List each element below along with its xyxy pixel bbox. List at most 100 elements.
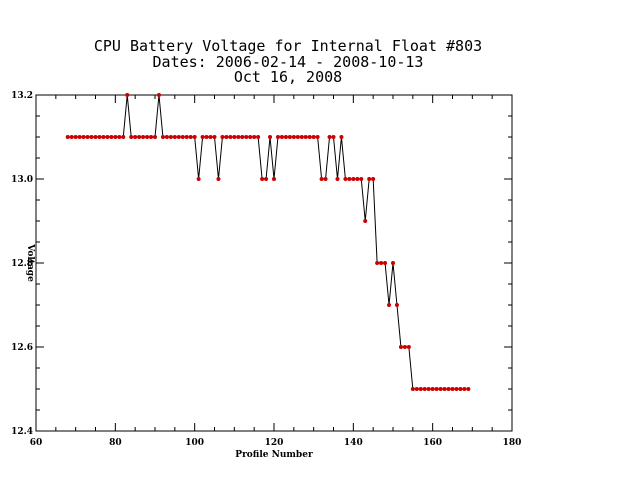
data-point: [323, 177, 328, 181]
data-point: [101, 135, 106, 139]
data-point: [180, 135, 185, 139]
data-point: [89, 135, 94, 139]
data-point: [383, 261, 388, 265]
data-point: [73, 135, 78, 139]
data-point: [422, 387, 427, 391]
data-point: [315, 135, 320, 139]
data-point: [367, 177, 372, 181]
data-point: [236, 135, 241, 139]
data-point: [343, 177, 348, 181]
data-point: [462, 387, 467, 391]
data-point: [327, 135, 332, 139]
data-point: [303, 135, 308, 139]
data-point: [97, 135, 102, 139]
x-axis-tick-labels: 60 80 100 120 140 160 180: [30, 438, 522, 448]
data-point: [113, 135, 118, 139]
data-point: [375, 261, 380, 265]
data-point: [121, 135, 126, 139]
data-point: [232, 135, 237, 139]
data-point: [363, 219, 368, 223]
data-point: [295, 135, 300, 139]
data-point: [347, 177, 352, 181]
data-point: [240, 135, 245, 139]
y-tick-label: 12.6: [11, 343, 33, 353]
x-axis-ticks: [35, 95, 513, 431]
voltage-series-markers: [65, 93, 471, 391]
data-point: [260, 177, 265, 181]
data-point: [145, 135, 150, 139]
data-point: [216, 177, 221, 181]
data-point: [319, 177, 324, 181]
data-point: [442, 387, 447, 391]
data-point: [291, 135, 296, 139]
x-tick-label: 160: [423, 438, 442, 448]
x-axis-label: Profile Number: [235, 450, 313, 460]
data-point: [160, 135, 165, 139]
y-axis-label: Voltage: [25, 243, 35, 282]
data-point: [311, 135, 316, 139]
data-point: [184, 135, 189, 139]
y-tick-label: 13.2: [11, 91, 33, 101]
y-axis-ticks: [36, 94, 512, 432]
data-point: [220, 135, 225, 139]
data-point: [192, 135, 197, 139]
data-point: [264, 177, 269, 181]
data-point: [196, 177, 201, 181]
data-point: [283, 135, 288, 139]
data-point: [335, 177, 340, 181]
data-point: [402, 345, 407, 349]
data-point: [149, 135, 154, 139]
x-tick-label: 100: [185, 438, 204, 448]
data-point: [129, 135, 134, 139]
data-point: [379, 261, 384, 265]
data-point: [287, 135, 292, 139]
data-point: [172, 135, 177, 139]
data-point: [394, 303, 399, 307]
data-point: [272, 177, 276, 181]
data-point: [299, 135, 304, 139]
chart-title-line-2: Dates: 2006-02-14 - 2008-10-13: [153, 53, 424, 71]
y-axis-tick-labels: 12.4 12.6 12.8 13.0 13.2: [11, 91, 33, 437]
data-point: [200, 135, 205, 139]
data-point: [398, 345, 403, 349]
data-point: [125, 93, 130, 97]
data-point: [176, 135, 181, 139]
x-tick-label: 180: [503, 438, 522, 448]
data-point: [351, 177, 356, 181]
x-tick-label: 60: [30, 438, 43, 448]
data-point: [248, 135, 253, 139]
data-point: [268, 135, 273, 139]
data-point: [279, 135, 284, 139]
data-point: [164, 135, 169, 139]
x-tick-label: 120: [265, 438, 284, 448]
voltage-line: [67, 94, 469, 390]
data-point: [137, 135, 142, 139]
data-point: [188, 135, 193, 139]
data-point: [117, 135, 122, 139]
data-point: [438, 387, 443, 391]
voltage-series-line: [67, 94, 469, 390]
data-point: [256, 135, 261, 139]
data-point: [275, 135, 280, 139]
data-point: [69, 135, 74, 139]
y-tick-label: 12.4: [11, 427, 33, 437]
data-point: [414, 387, 419, 391]
data-point: [406, 345, 411, 349]
data-point: [387, 303, 392, 307]
data-point: [65, 135, 70, 139]
chart-title-line-1: CPU Battery Voltage for Internal Float #…: [94, 37, 482, 55]
chart-title-line-3: Oct 16, 2008: [234, 68, 342, 86]
data-point: [410, 387, 415, 391]
data-point: [244, 135, 249, 139]
data-point: [93, 135, 98, 139]
data-point: [105, 135, 110, 139]
data-point: [458, 387, 463, 391]
data-point: [434, 387, 439, 391]
plot-frame: [35, 94, 513, 432]
y-tick-label: 13.0: [11, 175, 33, 185]
data-point: [331, 135, 336, 139]
data-point: [228, 135, 233, 139]
data-point: [208, 135, 213, 139]
data-point: [156, 93, 161, 97]
